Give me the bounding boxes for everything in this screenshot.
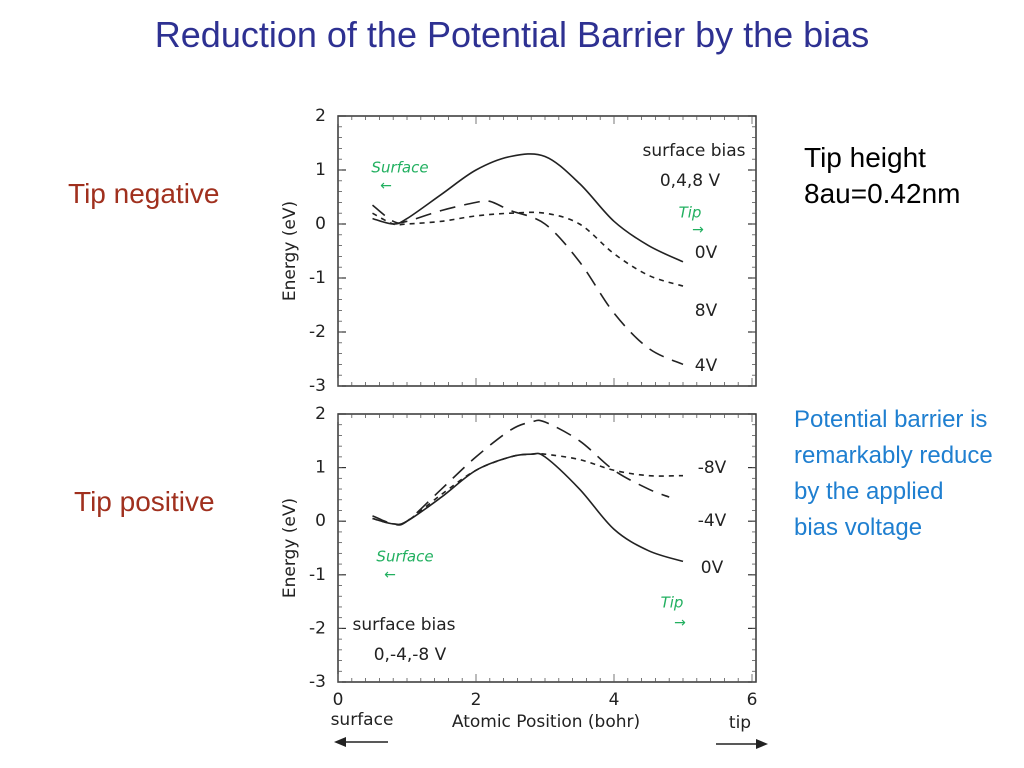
bottom-y-tick-label: 2 — [315, 404, 326, 424]
barrier-note: Potential barrier is remarkably reduce b… — [794, 406, 993, 541]
bottom-y-tick-label: 0 — [315, 511, 326, 531]
bottom-y-tick-label: -2 — [309, 618, 326, 638]
bottom-y-axis-label: Energy (eV) — [280, 498, 300, 598]
top-tip-annotation: Tip — [679, 204, 702, 222]
bottom-series-label-0v: 0V — [701, 558, 724, 578]
surface-direction-arrowhead-icon — [334, 737, 346, 747]
top-series-8v-line — [372, 211, 684, 287]
top-legend-title: surface bias — [642, 141, 745, 161]
bottom-series-minus8v-line — [372, 452, 684, 526]
top-y-tick-label: 1 — [315, 160, 326, 180]
bottom-tip-annotation: Tip — [661, 594, 684, 612]
tip-direction-arrowhead-icon — [756, 739, 768, 749]
top-y-tick-label: -1 — [309, 268, 326, 288]
bottom-series-0v-line — [372, 452, 684, 563]
tip-negative-label: Tip negative — [68, 178, 220, 209]
tip-positive-label: Tip positive — [74, 486, 215, 517]
bottom-x-tick-label: 2 — [471, 690, 482, 710]
bottom-legend-title: surface bias — [352, 615, 455, 635]
bottom-x-axis-label: Atomic Position (bohr) — [452, 712, 640, 732]
top-plot-frame — [337, 115, 757, 387]
bottom-series-label-minus4v: -4V — [698, 511, 727, 531]
top-surface-annotation: Surface — [371, 159, 428, 177]
bottom-x-tick-label: 0 — [333, 690, 344, 710]
bottom-y-tick-label: 1 — [315, 458, 326, 478]
bottom-plot-frame — [337, 413, 757, 683]
top-y-tick-label: -3 — [309, 376, 326, 396]
bottom-x-right-label: tip — [729, 713, 751, 733]
top-y-tick-label: 2 — [315, 106, 326, 126]
bottom-x-left-label: surface — [331, 710, 394, 730]
top-legend-subtitle: 0,4,8 V — [660, 171, 721, 191]
bottom-y-tick-label: -3 — [309, 672, 326, 692]
bottom-y-tick-label: -1 — [309, 565, 326, 585]
bottom-series-label-minus8v: -8V — [698, 458, 727, 478]
bottom-tip-arrow-icon: → — [674, 615, 686, 631]
bottom-surface-arrow-icon: ← — [384, 567, 396, 583]
tip-height-line2: 8au=0.42nm — [804, 178, 961, 209]
top-y-tick-label: -2 — [309, 322, 326, 342]
bottom-x-tick-label: 4 — [609, 690, 620, 710]
top-tip-arrow-icon: → — [692, 222, 704, 238]
bottom-legend-subtitle: 0,-4,-8 V — [374, 645, 447, 665]
top-series-4v-line — [372, 199, 684, 366]
top-y-tick-label: 0 — [315, 214, 326, 234]
bottom-x-tick-label: 6 — [747, 690, 758, 710]
bottom-series-minus4v-line — [372, 419, 670, 526]
top-series-label-4v: 4V — [695, 356, 718, 376]
bottom-surface-annotation: Surface — [376, 548, 433, 566]
tip-height-line1: Tip height — [804, 142, 926, 173]
tip-height-info: Tip height 8au=0.42nm — [804, 140, 960, 212]
top-surface-arrow-icon: ← — [380, 178, 392, 194]
top-series-label-0v: 0V — [695, 243, 718, 263]
slide-title: Reduction of the Potential Barrier by th… — [154, 14, 870, 55]
top-series-label-8v: 8V — [695, 301, 718, 321]
top-y-axis-label: Energy (eV) — [280, 201, 300, 301]
